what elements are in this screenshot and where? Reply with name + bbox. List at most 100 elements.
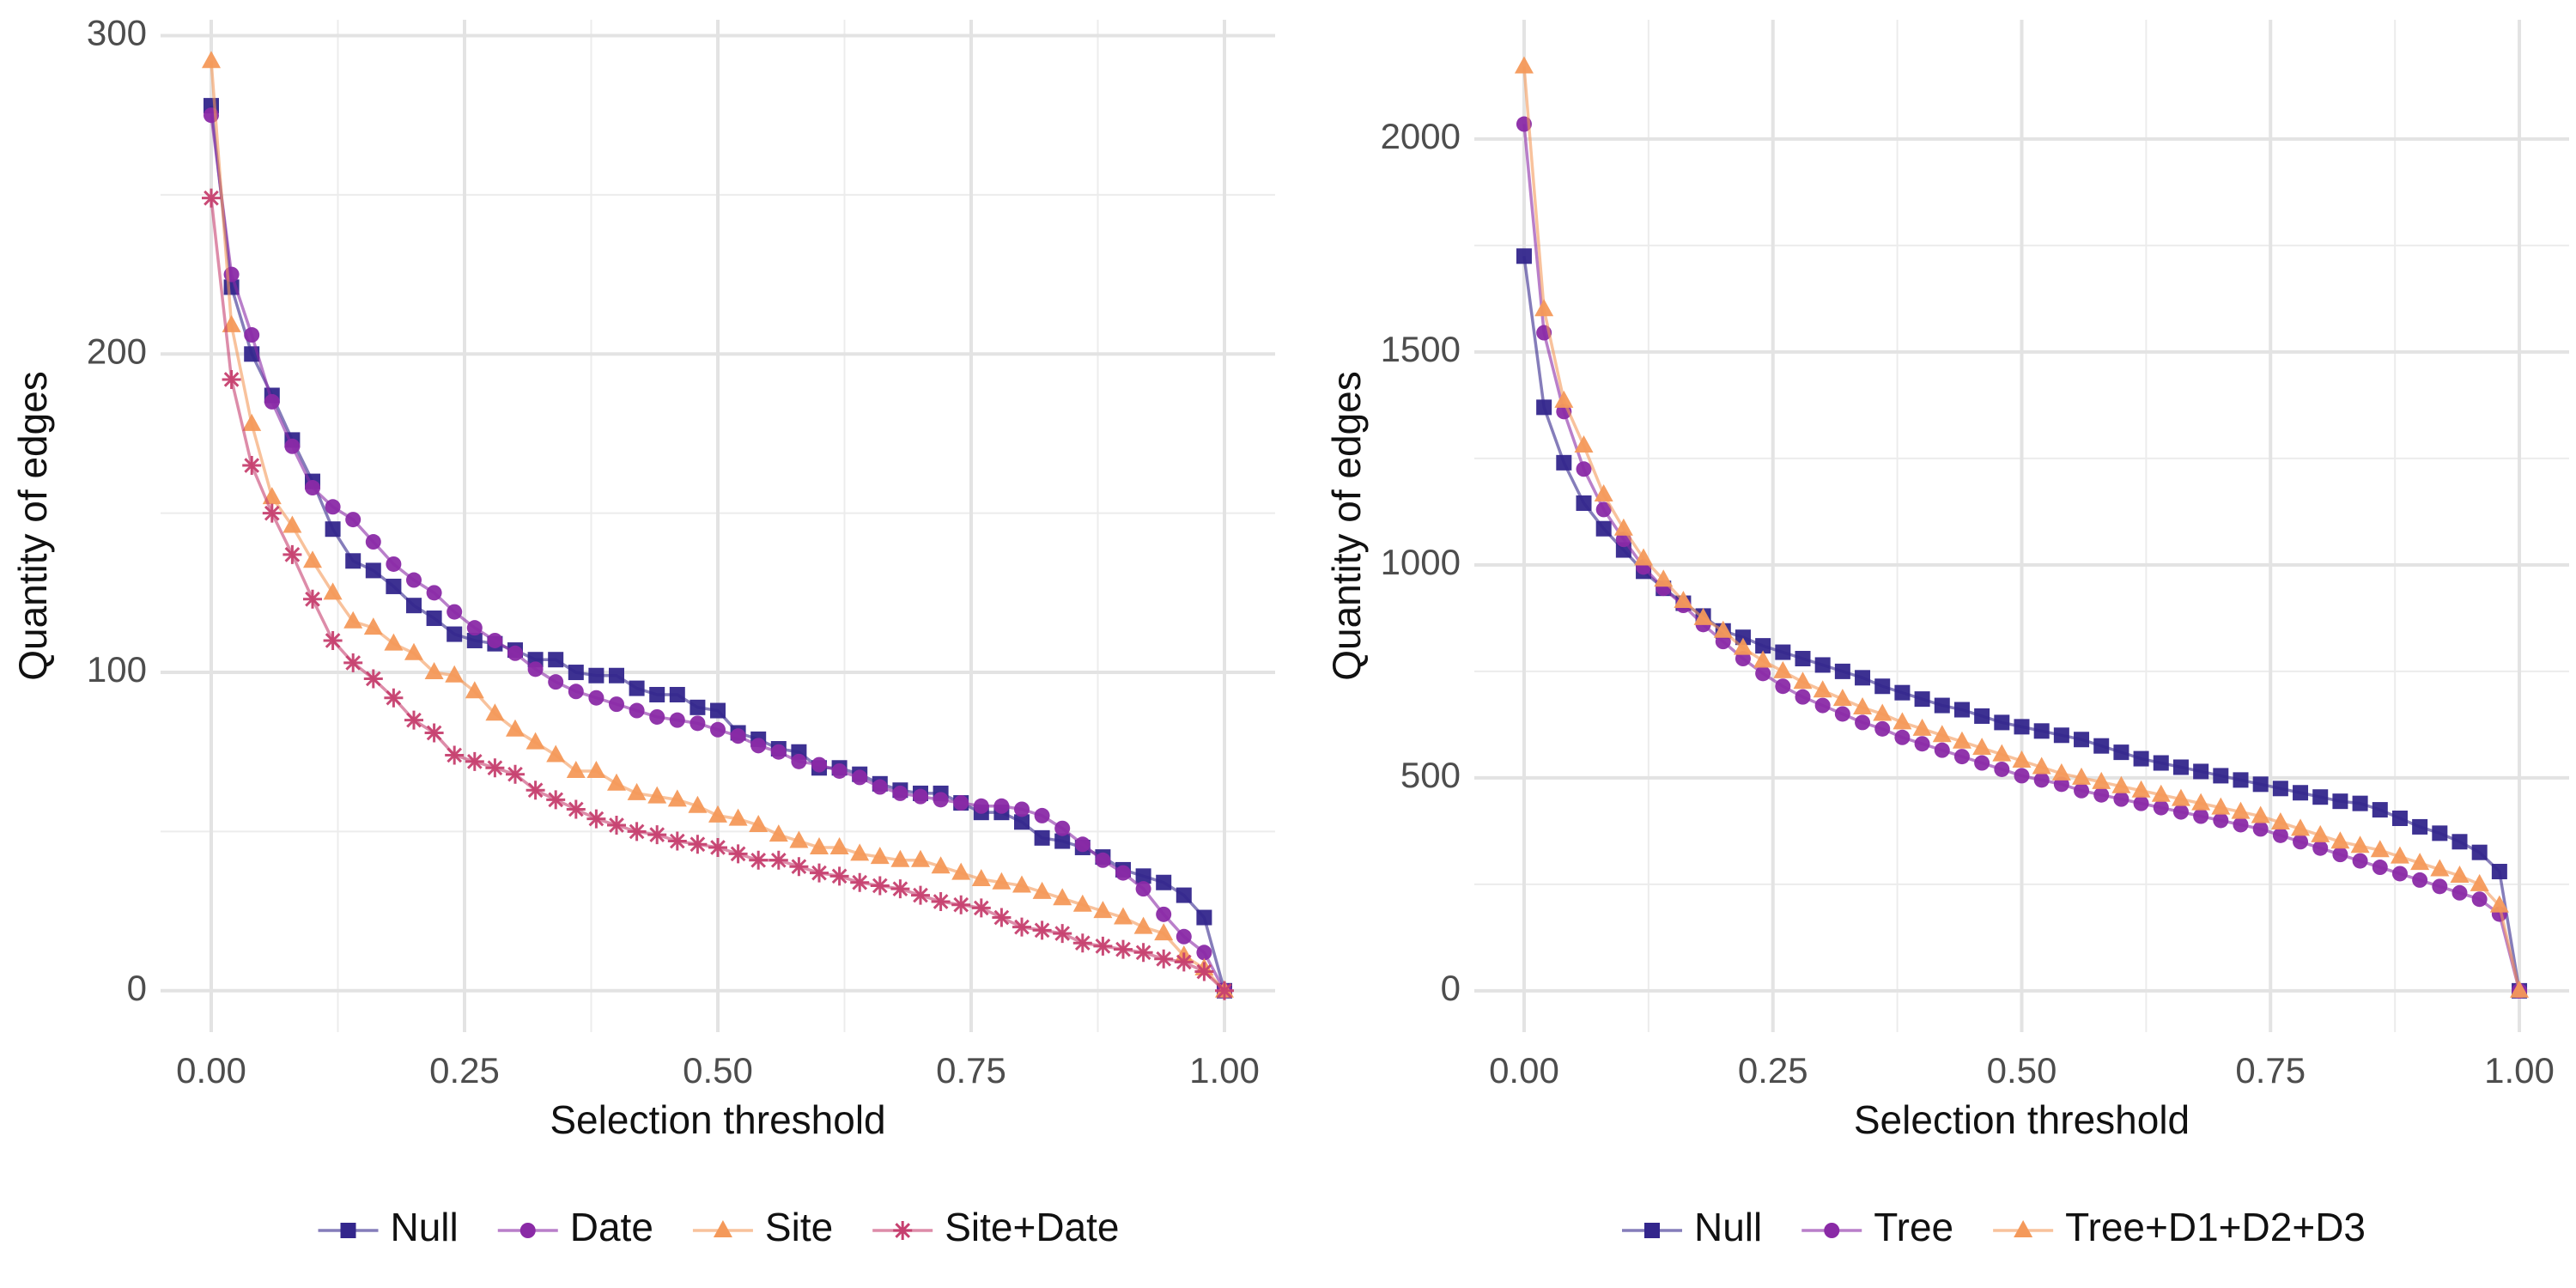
marker	[1853, 697, 1873, 715]
marker	[911, 849, 930, 867]
marker	[548, 674, 564, 690]
marker	[404, 642, 423, 660]
marker	[2372, 860, 2388, 876]
x-tick-label: 0.25	[1738, 1050, 1808, 1091]
marker	[870, 847, 890, 865]
marker	[1974, 708, 1990, 724]
legend-label: Site+Date	[945, 1205, 1119, 1249]
marker	[1814, 657, 1831, 673]
marker	[1773, 660, 1793, 678]
marker	[789, 830, 809, 848]
marker	[2451, 834, 2468, 850]
marker	[811, 756, 827, 773]
marker	[566, 799, 586, 819]
marker	[264, 393, 280, 410]
marker	[2111, 775, 2131, 793]
marker	[406, 598, 422, 614]
marker	[343, 653, 363, 672]
marker	[2272, 827, 2288, 843]
marker	[769, 824, 788, 842]
marker	[2451, 884, 2468, 901]
marker	[283, 515, 302, 533]
marker	[283, 544, 302, 564]
marker	[1072, 894, 1092, 912]
legend-label: Date	[570, 1205, 653, 1249]
marker	[386, 556, 402, 572]
marker	[1154, 923, 1174, 941]
series	[202, 188, 1234, 1000]
marker	[586, 809, 606, 829]
marker	[749, 850, 769, 870]
x-tick-label: 0.50	[683, 1050, 753, 1091]
marker	[1654, 569, 1674, 587]
marker	[609, 667, 624, 683]
marker	[669, 712, 685, 728]
marker	[485, 703, 505, 721]
marker	[426, 611, 442, 627]
marker	[1115, 865, 1131, 881]
marker	[365, 562, 381, 579]
marker	[222, 369, 241, 389]
marker	[2293, 785, 2309, 801]
marker	[506, 719, 525, 737]
marker	[2213, 812, 2229, 829]
series	[204, 107, 1232, 999]
marker	[2252, 776, 2269, 793]
marker	[713, 1220, 732, 1237]
legend: Null Date Site Site+Date	[318, 1205, 1119, 1249]
marker	[1135, 868, 1151, 884]
marker	[2332, 847, 2348, 863]
marker	[852, 769, 868, 786]
marker	[426, 585, 442, 601]
marker	[1536, 399, 1552, 416]
marker	[829, 866, 849, 886]
marker	[1176, 928, 1192, 945]
marker	[1974, 755, 1990, 771]
marker	[1693, 607, 1713, 625]
legend-label: Null	[1694, 1205, 1762, 1249]
marker	[1576, 461, 1592, 477]
marker	[485, 758, 505, 778]
marker	[363, 669, 383, 689]
marker	[507, 645, 523, 661]
marker	[710, 721, 726, 738]
marker	[1514, 56, 1534, 74]
marker	[2193, 763, 2209, 780]
marker	[1755, 638, 1771, 654]
marker	[303, 550, 322, 568]
marker	[2470, 873, 2489, 891]
marker	[667, 789, 687, 807]
marker	[1053, 924, 1072, 944]
marker	[1992, 744, 2012, 762]
marker	[769, 850, 788, 870]
marker	[2133, 750, 2149, 767]
marker	[1054, 833, 1071, 849]
marker	[284, 438, 301, 454]
marker	[2432, 825, 2448, 841]
x-axis-title: Selection threshold	[1854, 1097, 2190, 1142]
marker	[872, 779, 888, 795]
marker	[365, 534, 381, 550]
marker	[2471, 891, 2488, 908]
marker	[629, 680, 645, 696]
marker	[850, 843, 870, 861]
marker	[913, 788, 928, 805]
marker	[2352, 795, 2368, 811]
marker	[1713, 620, 1733, 638]
marker	[1814, 697, 1831, 714]
marker	[1775, 678, 1791, 695]
marker	[2053, 727, 2069, 744]
marker	[465, 681, 484, 699]
marker	[2412, 818, 2428, 835]
marker	[1574, 435, 1594, 453]
marker	[2074, 782, 2090, 799]
legend-label: Site	[765, 1205, 833, 1249]
marker	[993, 798, 1010, 814]
marker	[1074, 836, 1091, 853]
marker	[1855, 670, 1871, 686]
marker	[1834, 663, 1850, 679]
marker	[1643, 1223, 1660, 1238]
marker	[730, 728, 746, 744]
marker	[953, 795, 969, 811]
